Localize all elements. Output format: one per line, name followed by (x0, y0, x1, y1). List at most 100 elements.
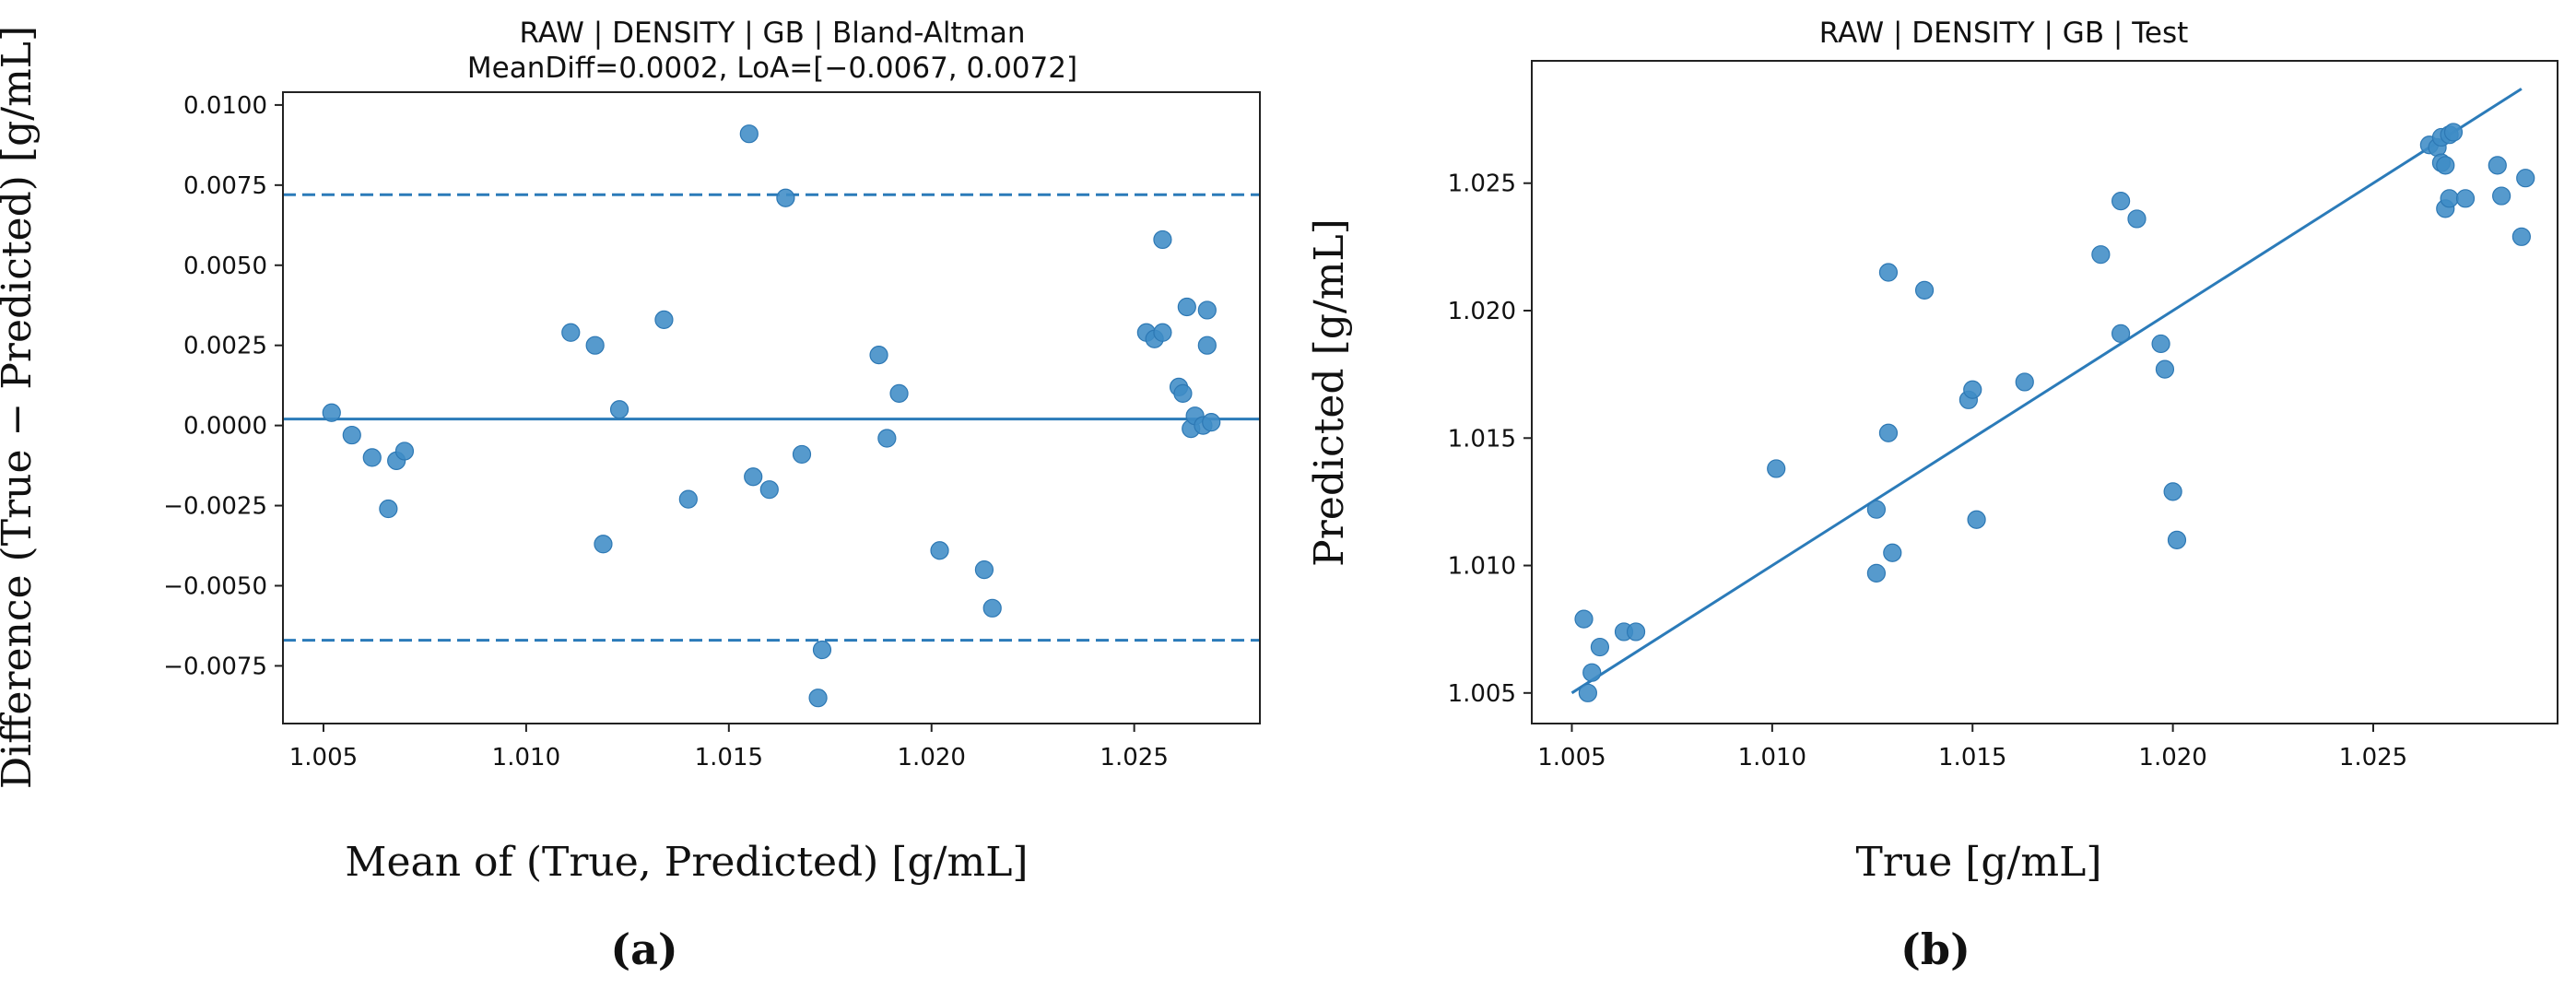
data-point (2127, 209, 2147, 229)
x-tick-label: 1.015 (695, 744, 763, 771)
y-tick-label: 0.0100 (183, 92, 267, 120)
data-point (1578, 683, 1597, 702)
data-point (1878, 423, 1899, 442)
data-point (1153, 230, 1172, 250)
data-point (1767, 459, 1786, 478)
data-point (2155, 359, 2175, 379)
x-tick-label: 1.005 (289, 744, 358, 771)
data-point (1878, 263, 1899, 282)
data-point (2443, 123, 2464, 142)
y-tick-label: 1.010 (1448, 553, 1516, 581)
data-point (2492, 186, 2511, 206)
data-point (2151, 334, 2170, 354)
x-tick-label: 1.020 (2138, 744, 2206, 771)
chart-title: RAW | DENSITY | GB | Bland-Altman (519, 17, 1025, 50)
data-point (889, 383, 909, 403)
data-point (808, 689, 828, 708)
y-tick-label: 0.0000 (183, 413, 267, 441)
y-tick-label: 0.0050 (183, 253, 267, 280)
data-point (759, 480, 779, 500)
x-tick-label: 1.010 (492, 744, 560, 771)
data-point (744, 467, 763, 487)
data-point (2455, 189, 2476, 208)
data-point (1883, 543, 1902, 562)
chart-title: RAW | DENSITY | GB | Test (1819, 17, 2189, 50)
data-point (1177, 297, 1196, 317)
data-point (362, 448, 382, 467)
data-point (561, 323, 581, 342)
panel-label: (b) (1900, 924, 1970, 974)
data-point (1866, 563, 1886, 583)
data-point (776, 188, 795, 207)
data-point (1866, 500, 1886, 519)
y-tick-label: 1.020 (1448, 298, 1516, 325)
data-point (2091, 245, 2111, 265)
data-point (930, 541, 949, 560)
data-point (379, 499, 398, 519)
data-point (2440, 189, 2459, 208)
plot-frame (1531, 60, 2558, 724)
data-point (974, 559, 994, 580)
data-point (2111, 324, 2131, 343)
chart-subtitle: MeanDiff=0.0002, LoA=[−0.0067, 0.0072] (467, 52, 1077, 85)
data-point (1626, 622, 1646, 642)
data-point (2015, 372, 2034, 392)
data-point (2516, 169, 2535, 188)
data-point (1574, 609, 1594, 629)
data-point (1153, 323, 1172, 342)
data-point (812, 640, 832, 660)
y-tick-label: −0.0075 (163, 653, 267, 680)
data-point (1197, 336, 1217, 355)
plot-frame (282, 91, 1261, 724)
data-point (2511, 227, 2531, 246)
y-tick-label: 0.0075 (183, 172, 267, 200)
data-point (1963, 380, 1982, 399)
data-point (877, 429, 897, 448)
data-point (2436, 156, 2455, 175)
data-point (1202, 413, 1221, 432)
x-tick-label: 1.005 (1537, 744, 1606, 771)
identity-line (1570, 88, 2523, 695)
data-point (585, 336, 605, 355)
data-point (594, 535, 613, 554)
y-tick-label: 1.025 (1448, 171, 1516, 198)
data-point (982, 598, 1002, 618)
x-tick-label: 1.025 (2339, 744, 2407, 771)
data-point (1582, 663, 1602, 682)
y-tick-label: 1.015 (1448, 425, 1516, 453)
x-axis-label: Mean of (True, Predicted) [g/mL] (345, 839, 1028, 886)
x-tick-label: 1.015 (1938, 744, 2006, 771)
x-tick-label: 1.020 (898, 744, 966, 771)
panel-label: (a) (610, 924, 677, 974)
data-point (1590, 637, 1610, 657)
data-point (1914, 280, 1935, 300)
y-tick-label: 1.005 (1448, 680, 1516, 708)
data-point (678, 489, 698, 509)
data-point (792, 444, 812, 465)
data-point (1173, 383, 1193, 403)
data-point (1197, 300, 1217, 320)
y-tick-label: −0.0050 (163, 572, 267, 600)
data-point (1967, 510, 1986, 529)
data-point (2163, 482, 2182, 501)
data-point (739, 124, 759, 144)
data-point (609, 400, 629, 419)
data-point (654, 310, 674, 329)
data-point (394, 442, 415, 461)
y-axis-label: Predicted [g/mL] (1306, 218, 1353, 567)
data-point (322, 403, 341, 422)
bland-altman-panel: RAW | DENSITY | GB | Bland-Altman MeanDi… (0, 17, 1261, 974)
data-point (2111, 191, 2131, 211)
test-panel: RAW | DENSITY | GB | Test 1.005 1.010 1.01… (1306, 17, 2558, 974)
data-point (2167, 530, 2187, 549)
x-axis-label: True [g/mL] (1855, 839, 2101, 886)
y-tick-label: −0.0025 (163, 493, 267, 521)
data-point (342, 425, 361, 445)
data-point (869, 346, 888, 365)
y-tick-label: 0.0025 (183, 333, 267, 360)
x-tick-label: 1.025 (1100, 744, 1168, 771)
x-tick-label: 1.010 (1738, 744, 1806, 771)
y-axis-label: Difference (True − Predicted) [g/mL] (0, 26, 41, 789)
data-point (2488, 156, 2507, 175)
